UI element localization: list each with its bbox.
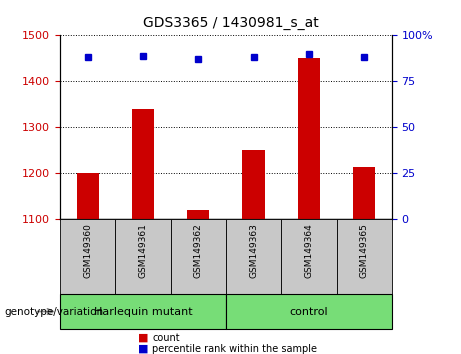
Bar	[298, 58, 320, 219]
Bar	[353, 166, 375, 219]
Text: GSM149364: GSM149364	[304, 223, 313, 278]
Text: genotype/variation: genotype/variation	[5, 307, 104, 316]
Text: GSM149360: GSM149360	[83, 223, 92, 278]
Bar	[132, 109, 154, 219]
Text: GSM149363: GSM149363	[249, 223, 258, 278]
Text: GSM149362: GSM149362	[194, 223, 203, 278]
Text: ■: ■	[138, 333, 149, 343]
Text: GDS3365 / 1430981_s_at: GDS3365 / 1430981_s_at	[142, 16, 319, 30]
Text: ■: ■	[138, 344, 149, 354]
Text: control: control	[290, 307, 328, 316]
Text: count: count	[152, 333, 180, 343]
Text: percentile rank within the sample: percentile rank within the sample	[152, 344, 317, 354]
Bar	[77, 173, 99, 219]
Text: GSM149365: GSM149365	[360, 223, 369, 278]
Bar	[187, 210, 209, 219]
Text: GSM149361: GSM149361	[138, 223, 148, 278]
Bar	[242, 150, 265, 219]
Text: Harlequin mutant: Harlequin mutant	[94, 307, 192, 316]
